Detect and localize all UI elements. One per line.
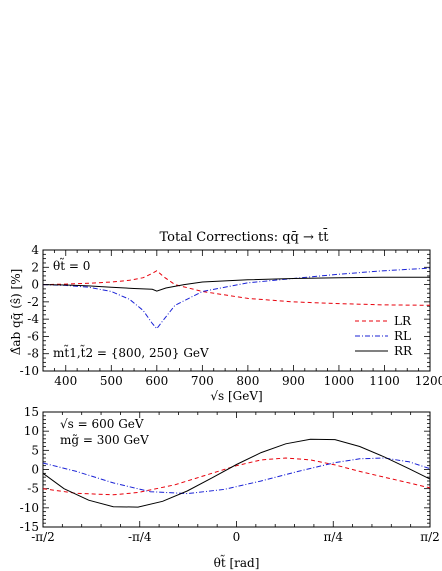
svg-text:Δ̂ab qq̄ (ŝ) [%]: Δ̂ab qq̄ (ŝ) [%]	[9, 269, 23, 356]
x-tick-label: 700	[191, 374, 214, 388]
y-tick-label: 10	[24, 424, 39, 438]
series-line-rr	[42, 438, 431, 508]
series-line-rr	[42, 276, 430, 292]
legend-label-rl: RL	[394, 329, 411, 343]
x-tick-label: π/4	[323, 530, 343, 544]
y-tick-label: 0	[31, 278, 39, 292]
x-tick-label: -π/4	[128, 530, 152, 544]
y-tick-label: -5	[27, 482, 39, 496]
bottom-panel: -π/2 -π/4 0 π/4 π/2 15 10 5 0 -5 -10 -15 θt̃ [rad] √s…	[20, 405, 440, 570]
y-axis-label: Δ̂ab qq̄ (ŝ) [%]	[9, 269, 23, 356]
x-axis-label: √s [GeV]	[210, 389, 262, 403]
x-tick-label: π/2	[420, 530, 440, 544]
series-line-lr	[42, 457, 431, 496]
x-tick-label: 600	[145, 374, 168, 388]
x-tick-label: -π/2	[31, 530, 55, 544]
annotation-sqrt-s: √s = 600 GeV	[60, 417, 144, 431]
legend-label-lr: LR	[394, 314, 412, 328]
x-tick-label: 1000	[324, 374, 355, 388]
x-axis-label: θt̃ [rad]	[214, 554, 260, 570]
x-tick-label: 400	[54, 374, 77, 388]
figure-title: Total Corrections: qq̄ → tt̄	[160, 228, 330, 245]
x-tick-label: 0	[233, 530, 241, 544]
y-tick-label: -4	[27, 312, 39, 326]
legend-label-rr: RR	[394, 344, 413, 358]
annotation-gluino-mass: mg̃ = 300 GeV	[60, 433, 149, 447]
y-tick-label: 4	[31, 243, 39, 257]
y-tick-label: 2	[31, 260, 39, 274]
y-tick-label: -8	[27, 347, 39, 361]
top-panel: 400 500 600 700 800 900 1000 1100 1200 4 2 0 -2 -4 -6 -…	[20, 243, 442, 403]
y-tick-label: -15	[20, 520, 39, 534]
annotation-theta: θt̃ = 0	[53, 257, 90, 273]
x-tick-label: 900	[282, 374, 305, 388]
y-tick-label: -6	[27, 329, 39, 343]
series-line-rl	[42, 267, 431, 330]
y-tick-label: 5	[31, 443, 39, 457]
x-tick-label: 800	[236, 374, 259, 388]
x-tick-label: 1100	[369, 374, 400, 388]
y-tick-label: -10	[20, 501, 39, 515]
annotation-masses: mt̃1,t̃2 = {800, 250} GeV	[53, 344, 209, 360]
series-line-lr	[42, 270, 431, 306]
y-tick-label: -2	[27, 295, 39, 309]
y-tick-label: -10	[20, 364, 39, 378]
y-tick-label: 0	[31, 463, 39, 477]
x-tick-label: 500	[100, 374, 123, 388]
y-tick-label: 15	[24, 405, 39, 419]
x-tick-label: 1200	[415, 374, 442, 388]
series-line-rl	[42, 457, 431, 495]
